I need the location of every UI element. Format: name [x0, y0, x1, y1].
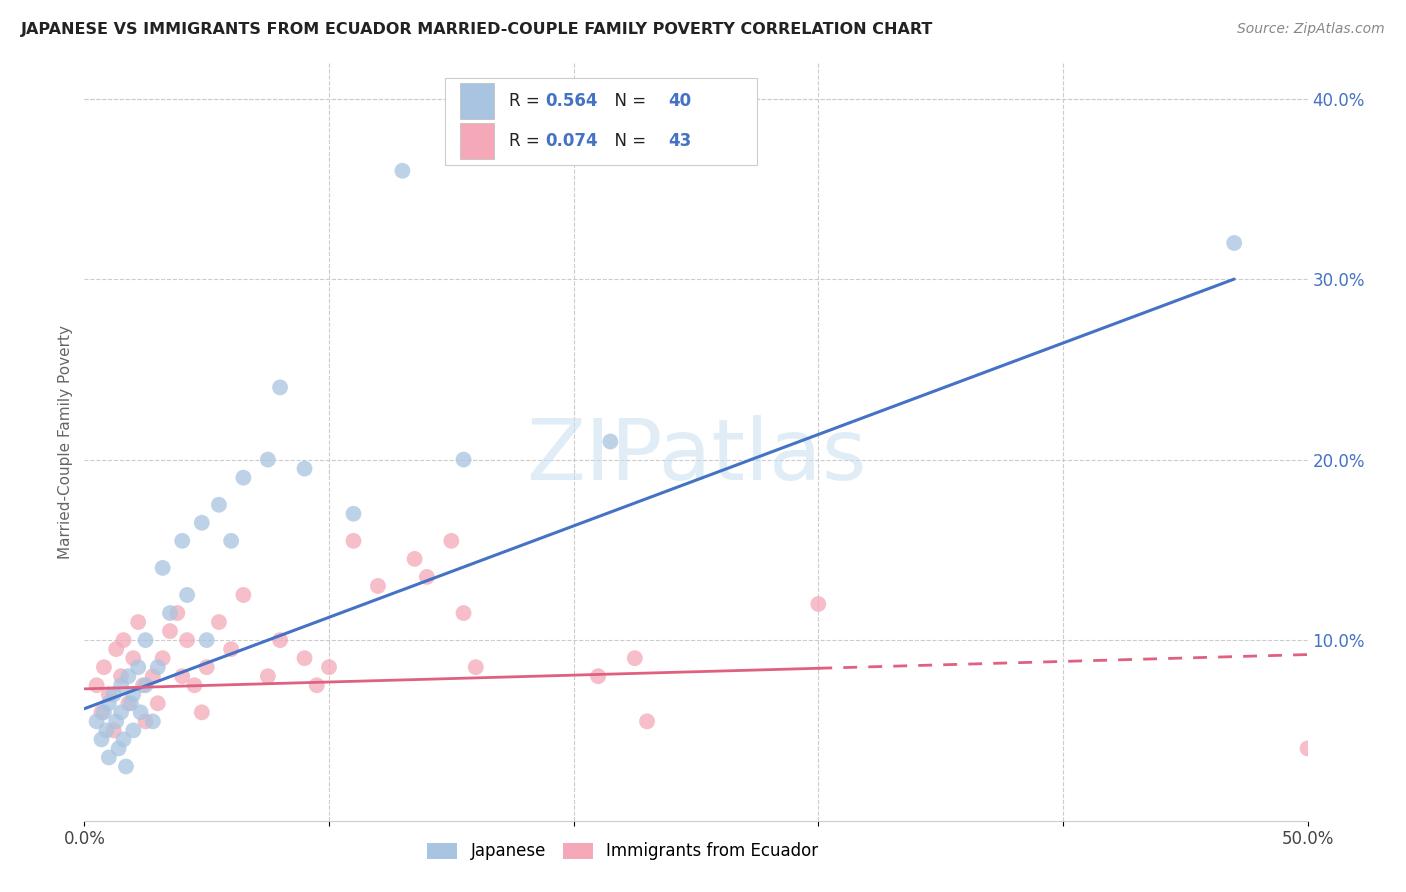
- Point: [127, 660, 149, 674]
- Point: [105, 642, 128, 657]
- Point: [97, 750, 120, 764]
- Point: [391, 163, 413, 178]
- Point: [305, 678, 328, 692]
- Point: [404, 552, 426, 566]
- Point: [464, 660, 486, 674]
- Point: [367, 579, 389, 593]
- Point: [117, 696, 139, 710]
- FancyBboxPatch shape: [460, 123, 494, 160]
- Point: [135, 714, 157, 729]
- Point: [122, 723, 145, 738]
- Point: [129, 706, 152, 720]
- Point: [232, 588, 254, 602]
- Point: [219, 642, 242, 657]
- FancyBboxPatch shape: [460, 83, 494, 120]
- Point: [624, 651, 647, 665]
- Point: [191, 706, 214, 720]
- Text: 0.074: 0.074: [546, 132, 598, 150]
- Text: ZIPatlas: ZIPatlas: [526, 415, 866, 499]
- Point: [599, 434, 621, 449]
- Text: R =: R =: [509, 92, 544, 110]
- Point: [142, 669, 165, 683]
- Point: [103, 687, 125, 701]
- Point: [93, 706, 115, 720]
- Point: [107, 741, 129, 756]
- Point: [166, 606, 188, 620]
- FancyBboxPatch shape: [446, 78, 758, 165]
- Point: [93, 660, 115, 674]
- Point: [416, 570, 439, 584]
- Point: [342, 533, 364, 548]
- Text: N =: N =: [605, 132, 651, 150]
- Point: [159, 624, 181, 639]
- Point: [294, 461, 316, 475]
- Point: [135, 633, 157, 648]
- Point: [176, 588, 198, 602]
- Point: [90, 706, 112, 720]
- Point: [191, 516, 214, 530]
- Text: 0.564: 0.564: [546, 92, 598, 110]
- Text: 43: 43: [668, 132, 692, 150]
- Point: [96, 723, 118, 738]
- Point: [636, 714, 658, 729]
- Point: [172, 669, 194, 683]
- Point: [586, 669, 609, 683]
- Point: [318, 660, 340, 674]
- Point: [807, 597, 830, 611]
- Point: [152, 651, 174, 665]
- Point: [135, 678, 157, 692]
- Point: [219, 533, 242, 548]
- Point: [110, 678, 132, 692]
- Point: [159, 606, 181, 620]
- Point: [122, 651, 145, 665]
- Point: [342, 507, 364, 521]
- Point: [132, 678, 155, 692]
- Text: R =: R =: [509, 132, 544, 150]
- Legend: Japanese, Immigrants from Ecuador: Japanese, Immigrants from Ecuador: [420, 836, 825, 867]
- Text: N =: N =: [605, 92, 651, 110]
- Point: [294, 651, 316, 665]
- Point: [115, 759, 138, 773]
- Point: [97, 687, 120, 701]
- Point: [112, 732, 135, 747]
- Point: [1296, 741, 1319, 756]
- Point: [86, 714, 108, 729]
- Point: [110, 669, 132, 683]
- Y-axis label: Married-Couple Family Poverty: Married-Couple Family Poverty: [58, 325, 73, 558]
- Point: [146, 696, 169, 710]
- Point: [183, 678, 205, 692]
- Text: Source: ZipAtlas.com: Source: ZipAtlas.com: [1237, 22, 1385, 37]
- Point: [257, 452, 280, 467]
- Point: [453, 452, 475, 467]
- Point: [172, 533, 194, 548]
- Point: [112, 633, 135, 648]
- Point: [90, 732, 112, 747]
- Point: [86, 678, 108, 692]
- Point: [105, 714, 128, 729]
- Point: [269, 380, 291, 394]
- Text: JAPANESE VS IMMIGRANTS FROM ECUADOR MARRIED-COUPLE FAMILY POVERTY CORRELATION CH: JAPANESE VS IMMIGRANTS FROM ECUADOR MARR…: [21, 22, 934, 37]
- Point: [103, 723, 125, 738]
- Point: [195, 633, 218, 648]
- Point: [208, 615, 231, 629]
- Point: [176, 633, 198, 648]
- Point: [127, 615, 149, 629]
- Point: [1223, 235, 1246, 250]
- Point: [97, 696, 120, 710]
- Point: [453, 606, 475, 620]
- Point: [440, 533, 463, 548]
- Point: [120, 696, 142, 710]
- Point: [208, 498, 231, 512]
- Point: [195, 660, 218, 674]
- Point: [152, 561, 174, 575]
- Point: [257, 669, 280, 683]
- Point: [117, 669, 139, 683]
- Text: 40: 40: [668, 92, 690, 110]
- Point: [146, 660, 169, 674]
- Point: [142, 714, 165, 729]
- Point: [269, 633, 291, 648]
- Point: [122, 687, 145, 701]
- Point: [232, 470, 254, 484]
- Point: [110, 706, 132, 720]
